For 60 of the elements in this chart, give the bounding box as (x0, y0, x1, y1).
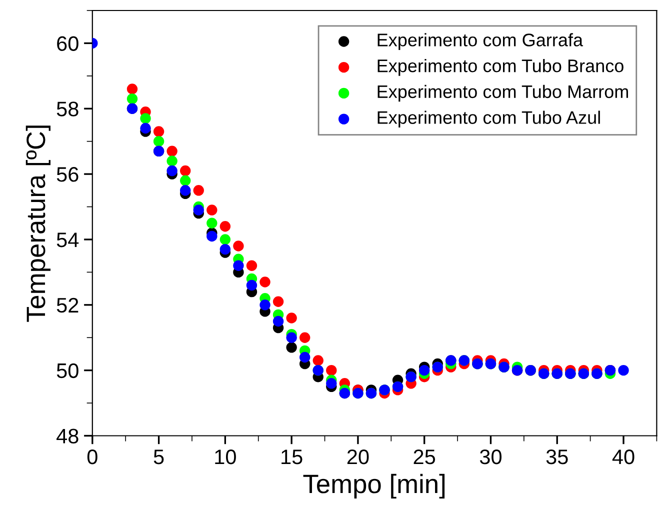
x-tick-label: 30 (480, 449, 502, 464)
y-tick-label: 58 (56, 102, 78, 116)
x-tick-label: 0 (87, 449, 98, 464)
x-tick-label: 35 (546, 449, 568, 464)
point (286, 332, 297, 343)
x-tick-label: 10 (215, 449, 236, 464)
x-tick-label: 40 (612, 449, 634, 464)
legend-label: Experimento com Tubo Branco (378, 58, 624, 76)
point (140, 122, 151, 134)
x-tick-label: 25 (414, 449, 436, 464)
y-tick-label: 48 (56, 428, 78, 444)
x-tick-label: 5 (154, 450, 164, 464)
y-tick-label: 52 (56, 298, 78, 313)
point (312, 355, 324, 366)
y-tick-label: 56 (56, 167, 78, 182)
point (166, 146, 178, 157)
legend-label: Experimento com Tubo Azul (378, 110, 600, 128)
y-axis-title: Temperatura [ºC] (26, 126, 50, 322)
point (418, 364, 430, 376)
legend-label: Experimento com Garrafa (378, 33, 584, 50)
point (180, 175, 191, 186)
point (272, 296, 284, 307)
point (206, 204, 218, 216)
legend-label: Experimento com Tubo Marrom (378, 84, 628, 102)
point (272, 316, 284, 327)
point (326, 364, 337, 376)
point (286, 342, 297, 353)
point (126, 84, 138, 94)
point (260, 276, 270, 288)
y-tick-label: 50 (56, 363, 78, 378)
y-tick-label: 60 (57, 36, 78, 51)
point (153, 126, 164, 137)
point (246, 280, 258, 291)
point (153, 136, 164, 147)
point (286, 312, 297, 324)
point (140, 113, 151, 124)
x-axis-title: Tempo [min] (303, 474, 445, 499)
point (220, 221, 231, 232)
point (193, 185, 204, 196)
point (206, 218, 218, 228)
point (206, 230, 218, 242)
x-tick-label: 20 (347, 449, 369, 464)
point (193, 204, 204, 216)
point (220, 234, 231, 245)
x-tick-label: 15 (282, 450, 302, 464)
point (166, 165, 178, 176)
point (260, 300, 270, 310)
point (180, 165, 191, 176)
point (166, 156, 178, 166)
point (299, 352, 310, 363)
point (233, 260, 244, 272)
point (326, 378, 337, 389)
point (220, 244, 231, 255)
point (246, 260, 258, 272)
point (299, 332, 310, 343)
point (618, 364, 629, 376)
point (126, 93, 138, 104)
point (233, 240, 244, 252)
y-tick-label: 54 (56, 232, 79, 248)
point (180, 185, 191, 196)
